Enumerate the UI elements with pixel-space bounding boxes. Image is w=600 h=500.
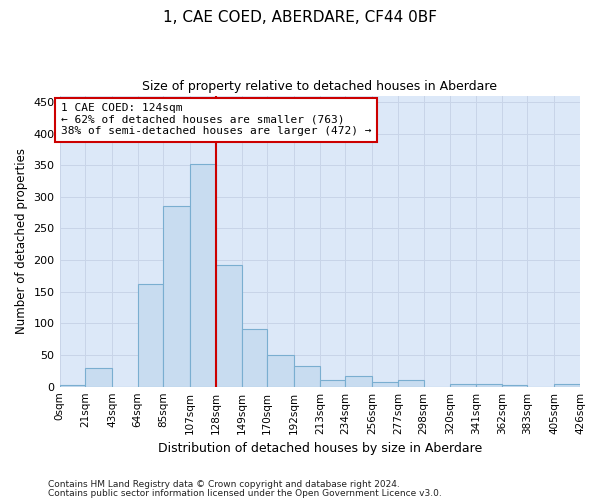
- Bar: [451, 384, 476, 386]
- Text: 1 CAE COED: 124sqm
← 62% of detached houses are smaller (763)
38% of semi-detach: 1 CAE COED: 124sqm ← 62% of detached hou…: [61, 103, 371, 136]
- Bar: [242, 329, 267, 386]
- Bar: [190, 164, 216, 386]
- Bar: [320, 380, 346, 386]
- Y-axis label: Number of detached properties: Number of detached properties: [15, 148, 28, 334]
- Bar: [476, 384, 502, 386]
- Text: Contains public sector information licensed under the Open Government Licence v3: Contains public sector information licen…: [48, 488, 442, 498]
- Bar: [267, 355, 294, 386]
- Bar: [373, 382, 398, 386]
- Bar: [398, 380, 424, 386]
- Bar: [59, 385, 85, 386]
- Bar: [554, 384, 580, 386]
- Text: Contains HM Land Registry data © Crown copyright and database right 2024.: Contains HM Land Registry data © Crown c…: [48, 480, 400, 489]
- Bar: [163, 206, 190, 386]
- Bar: [346, 376, 373, 386]
- X-axis label: Distribution of detached houses by size in Aberdare: Distribution of detached houses by size …: [158, 442, 482, 455]
- Bar: [216, 264, 242, 386]
- Title: Size of property relative to detached houses in Aberdare: Size of property relative to detached ho…: [142, 80, 497, 93]
- Bar: [138, 284, 163, 386]
- Bar: [294, 366, 320, 386]
- Bar: [85, 368, 112, 386]
- Text: 1, CAE COED, ABERDARE, CF44 0BF: 1, CAE COED, ABERDARE, CF44 0BF: [163, 10, 437, 25]
